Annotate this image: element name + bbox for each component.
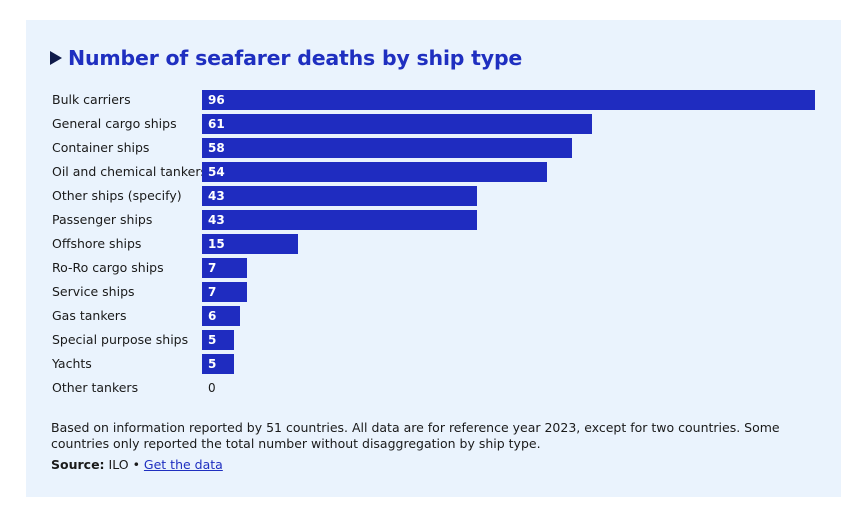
bar[interactable] [202,258,247,278]
value-label: 58 [208,141,225,155]
value-label: 7 [208,261,217,275]
source-line: Source: ILO • Get the data [51,457,223,472]
category-label: Bulk carriers [52,92,131,107]
bar[interactable] [202,210,477,230]
bar[interactable] [202,162,547,182]
category-label: Service ships [52,284,135,299]
bar-chart: Bulk carriers 96 General cargo ships 61 Cont… [26,20,841,400]
bar[interactable] [202,354,234,374]
value-label: 5 [208,333,217,347]
category-label: Ro-Ro cargo ships [52,260,164,275]
value-label: 61 [208,117,225,131]
expand-triangle-icon[interactable] [50,51,62,65]
value-label: 5 [208,357,217,371]
value-label: 43 [208,189,225,203]
category-label: Offshore ships [52,236,142,251]
category-label: Container ships [52,140,150,155]
bar[interactable] [202,306,240,326]
category-label: Passenger ships [52,212,153,227]
source-text: ILO [108,457,129,472]
category-label: Oil and chemical tankers [52,164,207,179]
chart-note: Based on information reported by 51 coun… [51,420,780,451]
bar[interactable] [202,330,234,350]
value-label: 6 [208,309,217,323]
category-label: Yachts [52,356,92,371]
category-label: Special purpose ships [52,332,189,347]
value-label: 43 [208,213,225,227]
source-separator: • [132,457,140,472]
value-label: 15 [208,237,225,251]
bar[interactable] [202,90,815,110]
category-label: Gas tankers [52,308,127,323]
category-label: Other ships (specify) [52,188,182,203]
value-label: 54 [208,165,225,179]
title-row[interactable]: Number of seafarer deaths by ship type [50,46,522,70]
bar[interactable] [202,138,572,158]
chart-title: Number of seafarer deaths by ship type [68,46,523,70]
value-label: 96 [208,93,225,107]
value-label: 0 [208,381,216,395]
bar[interactable] [202,114,592,134]
source-label: Source: [51,457,105,472]
category-label: Other tankers [52,380,139,395]
bar[interactable] [202,186,477,206]
value-label: 7 [208,285,217,299]
get-data-link[interactable]: Get the data [143,457,223,472]
category-label: General cargo ships [52,116,177,131]
bar[interactable] [202,282,247,302]
chart-card: Number of seafarer deaths by ship type B… [26,20,841,497]
bar[interactable] [202,234,298,254]
